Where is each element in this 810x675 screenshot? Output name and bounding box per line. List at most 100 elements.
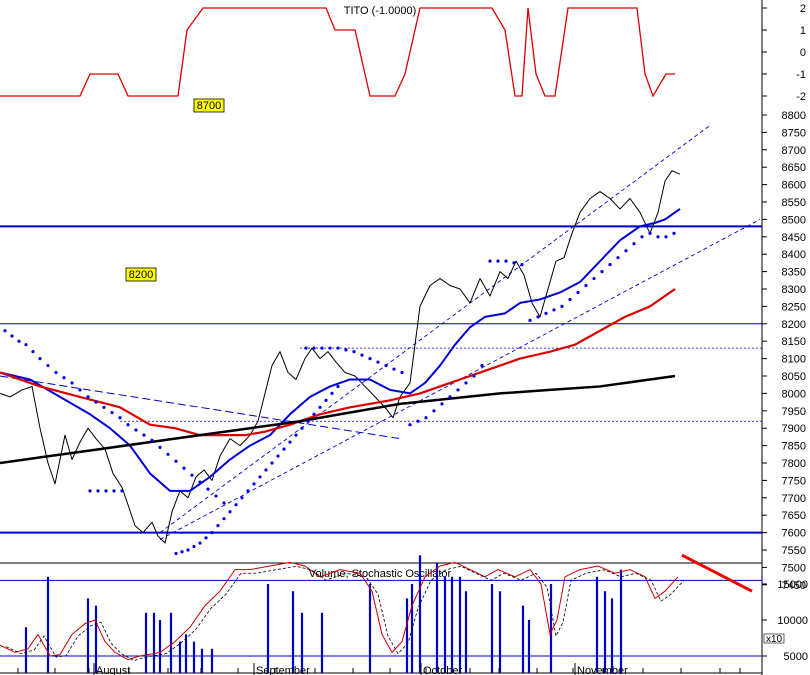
volume-panel-title: Volume, Stochastic Oscillator [309,568,452,580]
sar-dot [464,381,468,385]
price-horizontal-lines [0,225,762,534]
sar-dot [324,398,328,402]
volume-tick-label: 10000 [777,615,808,627]
sar-dot [104,489,108,493]
price-tick-label: 8550 [782,197,806,209]
annotation-8700-label: 8700 [197,100,221,112]
sar-dot [78,388,82,392]
sar-dot [294,433,298,437]
sar-dot [264,468,268,472]
price-tick-label: 8200 [782,319,806,331]
sar-dot [288,440,292,444]
sar-dot [648,231,652,235]
sar-dot [624,249,628,253]
tito-tick-label: 1 [800,25,806,37]
x-month-label: November [577,665,628,675]
sar-dot [222,517,226,521]
sar-dot [118,416,122,420]
sar-dot [270,461,274,465]
sar-dot [304,346,308,350]
sar-dot [86,395,90,399]
sar-dot [24,343,28,347]
price-channel-lines [0,125,761,540]
volume-tick-label: 15000 [777,579,808,591]
sar-dot [198,541,202,545]
sar-dots [3,231,676,556]
sar-dot [300,426,304,430]
price-line [0,170,681,544]
price-tick-label: 8750 [782,127,806,139]
tito-panel: TITO (-1.0000) 2 1 0 -1 -2 [0,3,806,103]
sar-dot [192,544,196,549]
price-tick-label: 8000 [782,388,806,400]
sar-dot [608,263,612,267]
sar-dot [102,405,106,409]
sar-dot [186,548,190,552]
price-tick-label: 7850 [782,441,806,453]
price-tick-label: 8500 [782,214,806,226]
price-tick-label: 8450 [782,232,806,244]
sar-dot [512,261,516,265]
price-tick-label: 8800 [782,110,806,122]
price-tick-label: 8250 [782,301,806,313]
sar-dot [120,489,124,493]
sar-dot [246,489,250,493]
sar-dot [344,348,348,352]
sar-dot [440,402,444,406]
x-month-label: August [96,665,130,675]
sar-dot [158,445,162,449]
price-tick-label: 8100 [782,354,806,366]
sar-dot [448,395,452,399]
sar-dot [282,447,286,451]
sar-dot [31,350,35,354]
sar-dot [360,353,364,357]
sar-dot [568,297,572,302]
sar-dot [70,381,74,385]
sar-dot [592,276,596,281]
sar-dot [520,263,524,267]
sar-dot [330,391,334,395]
sar-dot [38,357,42,361]
sar-dot [258,475,262,479]
price-tick-label: 8400 [782,249,806,261]
volume-unit-label: x10 [766,634,783,645]
price-tick-label: 7650 [782,510,806,522]
sar-dot [544,311,548,315]
sar-dot [142,433,146,437]
sar-dot [384,363,388,368]
tito-tick-label: -1 [796,69,806,81]
sar-dot [214,494,218,498]
sar-dot [576,290,580,295]
volume-panel: Volume, Stochastic Oscillator 15000 10000… [0,553,808,673]
annotation-8200-label: 8200 [129,269,153,281]
sar-dot [240,496,244,500]
sar-dot [88,489,92,493]
price-tick-label: 8150 [782,336,806,348]
sar-dot [320,346,324,350]
tito-title: TITO (-1.0000) [344,5,417,17]
sar-dot [198,480,202,484]
sar-dot [480,363,484,368]
sar-dot [204,536,208,540]
sar-dot [112,489,116,493]
sar-dot [174,459,178,463]
sar-dot [656,235,660,239]
x-month-label: September [256,665,310,675]
sar-dot [632,242,636,246]
price-tick-label: 7900 [782,423,806,435]
price-y-axis: 8800 8750 8700 8650 8600 8550 8500 8450 8400 8350… [762,110,806,592]
tito-tick-label: 0 [800,47,806,59]
stochastic-signal-line [5,565,685,662]
sar-dot [664,235,668,239]
sar-dot [206,487,210,491]
panel-frames [0,0,763,675]
sar-dot [306,419,310,423]
sar-dot [54,370,58,375]
sar-dot [234,503,238,507]
sar-dot [328,346,332,350]
sar-dot [496,259,500,263]
price-tick-label: 8300 [782,284,806,296]
volume-y-axis: 15000 10000 5000 [762,579,808,663]
sar-dot [584,283,588,288]
